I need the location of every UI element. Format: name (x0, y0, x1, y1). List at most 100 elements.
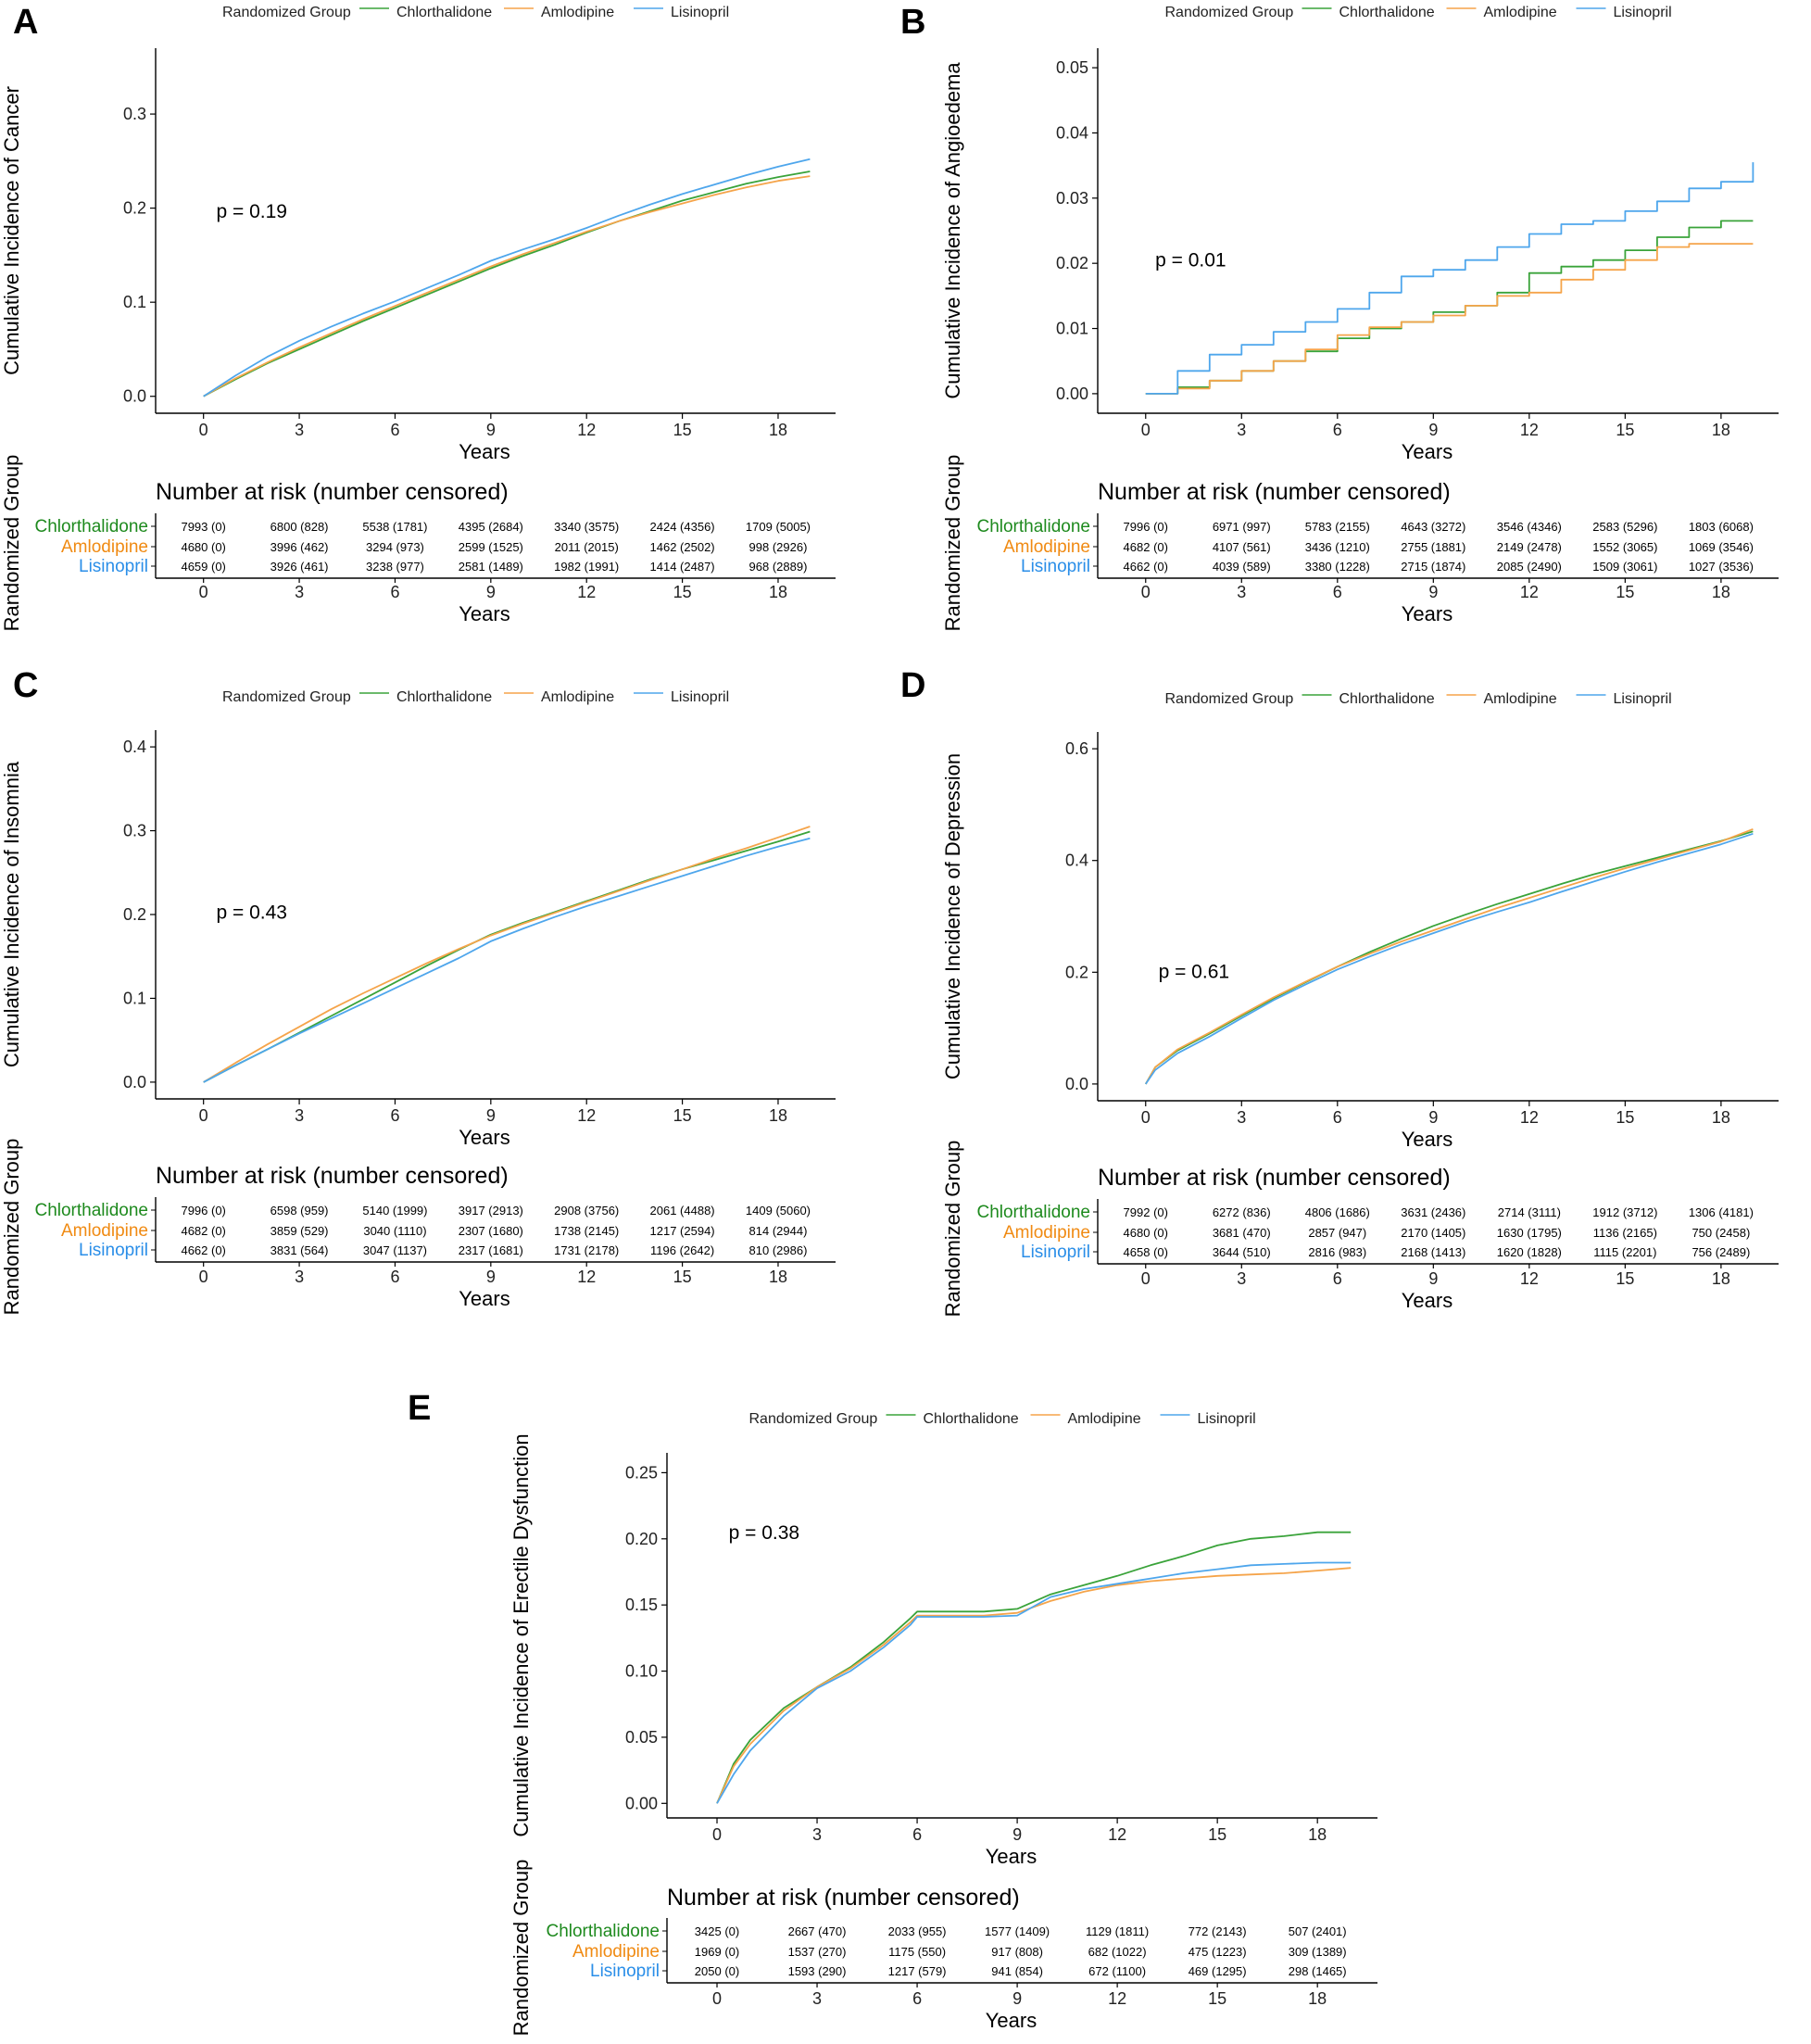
x-tick-label: 6 (1333, 1108, 1342, 1127)
risk-group-label-amlodipine: Amlodipine (61, 537, 148, 557)
risk-cell: 3926 (461) (270, 560, 329, 574)
risk-cell: 1709 (5005) (746, 520, 811, 534)
risk-cell: 3681 (470) (1213, 1226, 1271, 1240)
risk-cell: 2715 (1874) (1401, 560, 1465, 574)
panel-letter: D (900, 666, 925, 705)
risk-cell: 4682 (0) (1124, 540, 1168, 554)
risk-x-tick-label: 6 (1333, 1269, 1342, 1288)
risk-cell: 3294 (973) (366, 540, 424, 554)
risk-cell: 4680 (0) (1124, 1226, 1168, 1240)
series-line-chlorthalidone (1145, 830, 1754, 1085)
risk-cell: 4662 (0) (181, 1243, 225, 1257)
risk-cell: 7992 (0) (1124, 1205, 1168, 1219)
panel-letter: E (408, 1389, 431, 1428)
panel-b: B Randomized Group Chlorthalidone Amlodipin… (900, 3, 1779, 631)
panel-e: E Randomized Group Chlorthalidone Amlodipin… (408, 1389, 1377, 2036)
risk-table: Number at risk (number censored) Chlortha… (941, 1141, 1779, 1318)
risk-cell: 1537 (270) (788, 1945, 847, 1959)
legend-label-amlodipine: Amlodipine (541, 5, 614, 20)
legend-title: Randomized Group (222, 5, 351, 20)
y-tick-label: 0.02 (1056, 254, 1088, 272)
risk-cell: 3425 (0) (695, 1924, 739, 1938)
legend-title: Randomized Group (222, 689, 351, 705)
y-tick-label: 0.4 (123, 738, 146, 756)
risk-cell: 7993 (0) (181, 520, 225, 534)
risk-cell: 475 (1223) (1188, 1945, 1247, 1959)
x-tick-label: 9 (1012, 1825, 1022, 1844)
x-tick-label: 15 (1616, 1108, 1634, 1127)
risk-cell: 5538 (1781) (362, 520, 427, 534)
x-tick-label: 18 (769, 421, 787, 439)
risk-cell: 1509 (3061) (1592, 560, 1657, 574)
series-line-lisinopril (1145, 832, 1754, 1085)
risk-table-title: Number at risk (number censored) (156, 1163, 509, 1189)
risk-cell: 3340 (3575) (554, 520, 619, 534)
risk-cell: 682 (1022) (1088, 1945, 1147, 1959)
risk-cell: 2168 (1413) (1401, 1245, 1465, 1259)
risk-cell: 4659 (0) (181, 560, 225, 574)
risk-cell: 2908 (3756) (554, 1204, 619, 1218)
risk-x-axis-title: Years (1402, 602, 1453, 625)
risk-cell: 1912 (3712) (1592, 1205, 1657, 1219)
risk-group-label-chlorthalidone: Chlorthalidone (34, 1201, 148, 1220)
risk-cell: 6971 (997) (1213, 520, 1271, 534)
legend-label-lisinopril: Lisinopril (1614, 5, 1672, 20)
risk-cell: 3996 (462) (270, 540, 329, 554)
legend-title: Randomized Group (749, 1411, 878, 1427)
series-line-lisinopril (716, 1561, 1352, 1804)
risk-cell: 810 (2986) (749, 1243, 808, 1257)
risk-x-tick-label: 3 (812, 1989, 822, 2008)
risk-cell: 2170 (1405) (1401, 1226, 1465, 1240)
x-tick-label: 12 (577, 421, 596, 439)
risk-cell: 3380 (1228) (1305, 560, 1370, 574)
risk-y-axis-title: Randomized Group (941, 1141, 964, 1318)
x-axis-title: Years (986, 1845, 1037, 1868)
y-tick-label: 0.2 (123, 905, 146, 924)
risk-table: Number at risk (number censored) Chlortha… (941, 455, 1779, 632)
risk-cell: 2857 (947) (1308, 1226, 1366, 1240)
risk-cell: 2755 (1881) (1401, 540, 1465, 554)
series-line-chlorthalidone (716, 1531, 1352, 1804)
x-tick-label: 9 (1428, 1108, 1438, 1127)
risk-group-label-amlodipine: Amlodipine (1003, 1223, 1090, 1243)
y-tick-label: 0.05 (625, 1728, 658, 1747)
series-line-amlodipine (716, 1567, 1352, 1804)
risk-cell: 4682 (0) (181, 1224, 225, 1238)
risk-cell: 1217 (2594) (650, 1224, 715, 1238)
x-tick-label: 15 (1616, 421, 1634, 439)
risk-cell: 814 (2944) (749, 1224, 808, 1238)
y-tick-label: 0.05 (1056, 58, 1088, 77)
risk-cell: 3859 (529) (270, 1224, 329, 1238)
risk-cell: 2011 (2015) (555, 540, 619, 554)
risk-group-label-chlorthalidone: Chlorthalidone (976, 1203, 1090, 1222)
risk-group-label-amlodipine: Amlodipine (1003, 537, 1090, 557)
y-tick-label: 0.04 (1056, 123, 1088, 142)
risk-cell: 2667 (470) (788, 1924, 847, 1938)
risk-cell: 469 (1295) (1188, 1964, 1247, 1978)
risk-cell: 772 (2143) (1188, 1924, 1247, 1938)
risk-cell: 3238 (977) (366, 560, 424, 574)
y-tick-label: 0.3 (123, 105, 146, 123)
x-tick-label: 12 (1520, 1108, 1539, 1127)
x-tick-label: 18 (1712, 1108, 1730, 1127)
risk-x-tick-label: 6 (1333, 583, 1342, 601)
risk-x-tick-label: 12 (577, 583, 596, 601)
risk-cell: 3040 (1110) (363, 1224, 426, 1238)
risk-cell: 968 (2889) (749, 560, 808, 574)
risk-y-axis-title: Randomized Group (941, 455, 964, 632)
risk-x-tick-label: 3 (295, 583, 304, 601)
risk-cell: 5783 (2155) (1305, 520, 1370, 534)
legend-label-lisinopril: Lisinopril (671, 5, 729, 20)
legend-label-amlodipine: Amlodipine (1068, 1411, 1141, 1427)
risk-y-axis-title: Randomized Group (0, 1139, 23, 1316)
x-tick-label: 3 (1237, 421, 1246, 439)
risk-cell: 6800 (828) (270, 520, 329, 534)
risk-x-tick-label: 15 (673, 583, 692, 601)
legend: Randomized Group Chlorthalidone Amlodipine… (749, 1411, 1256, 1427)
risk-x-tick-label: 15 (1616, 1269, 1634, 1288)
risk-group-label-amlodipine: Amlodipine (572, 1942, 660, 1962)
risk-group-label-lisinopril: Lisinopril (590, 1962, 660, 1981)
risk-x-tick-label: 6 (912, 1989, 922, 2008)
x-tick-label: 18 (1712, 421, 1730, 439)
